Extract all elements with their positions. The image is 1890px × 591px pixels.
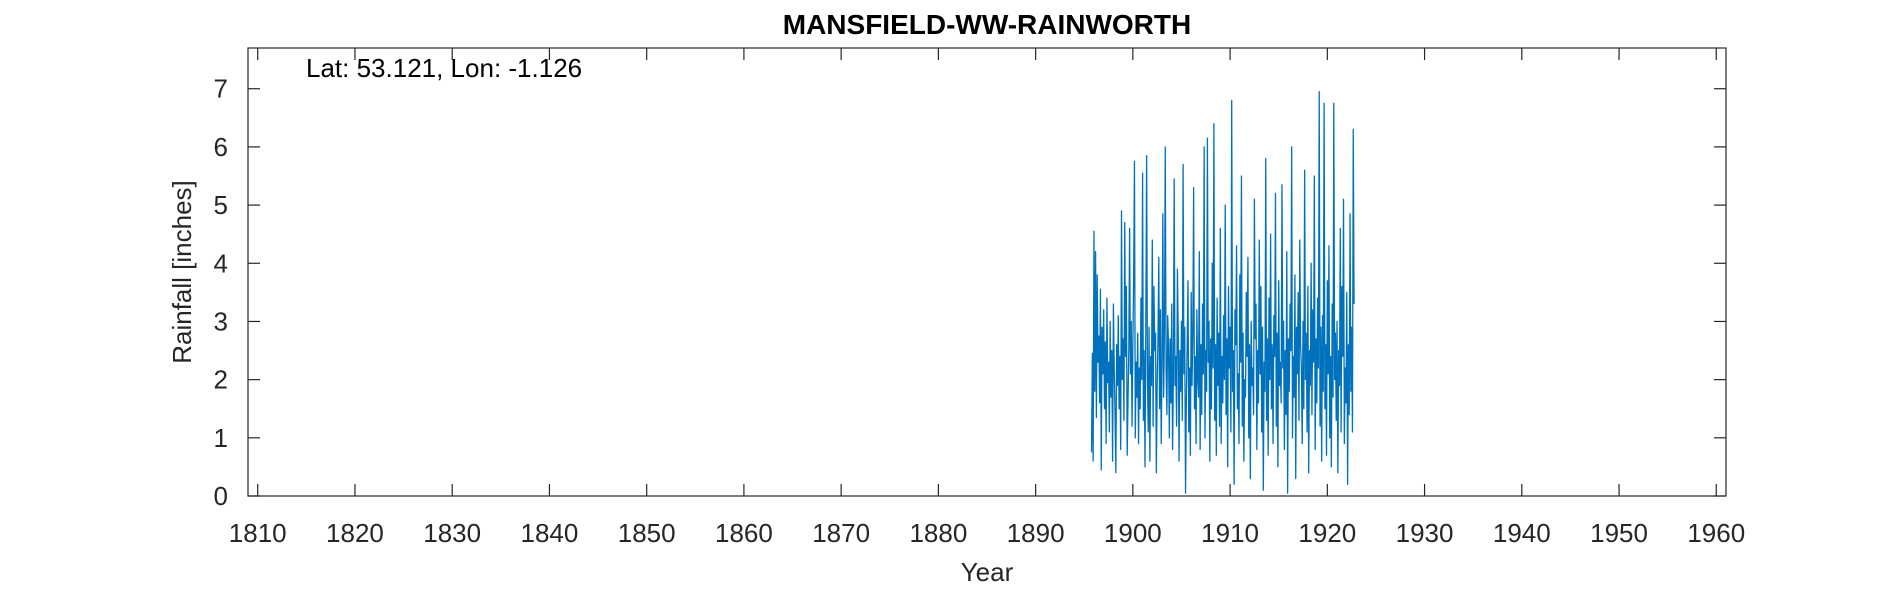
- x-tick-label: 1850: [618, 518, 676, 548]
- x-tick-label: 1950: [1590, 518, 1648, 548]
- y-tick-label: 5: [214, 190, 228, 220]
- rainfall-series-line: [1090, 90, 1355, 494]
- x-tick-label: 1930: [1396, 518, 1454, 548]
- y-tick-label: 6: [214, 132, 228, 162]
- x-tick-label: 1890: [1007, 518, 1065, 548]
- y-tick-label: 2: [214, 365, 228, 395]
- tick-layer: 1810 1820 1830 1840 1850 1860 1870 1880 1890 1900…: [214, 48, 1745, 548]
- chart-title: MANSFIELD-WW-RAINWORTH: [783, 9, 1191, 40]
- y-tick-label: 3: [214, 306, 228, 336]
- series-layer: [1090, 90, 1355, 494]
- x-tick-label: 1840: [521, 518, 579, 548]
- x-tick-label: 1860: [715, 518, 773, 548]
- y-axis-title: Rainfall [inches]: [167, 180, 197, 364]
- y-tick-label: 1: [214, 423, 228, 453]
- x-tick-label: 1820: [326, 518, 384, 548]
- x-tick-label: 1920: [1298, 518, 1356, 548]
- plot-frame: [247, 47, 1727, 497]
- plot-area-background: [248, 48, 1726, 496]
- y-tick-label: 4: [214, 248, 228, 278]
- x-tick-label: 1910: [1201, 518, 1259, 548]
- x-axis-title: Year: [961, 557, 1014, 587]
- x-tick-label: 1810: [229, 518, 287, 548]
- x-tick-label: 1830: [423, 518, 481, 548]
- x-tick-label: 1900: [1104, 518, 1162, 548]
- lat-lon-annotation: Lat: 53.121, Lon: -1.126: [306, 53, 582, 83]
- x-tick-label: 1960: [1687, 518, 1745, 548]
- x-tick-label: 1940: [1493, 518, 1551, 548]
- y-tick-label: 0: [214, 481, 228, 511]
- x-tick-label: 1880: [909, 518, 967, 548]
- y-tick-label: 7: [214, 74, 228, 104]
- x-tick-label: 1870: [812, 518, 870, 548]
